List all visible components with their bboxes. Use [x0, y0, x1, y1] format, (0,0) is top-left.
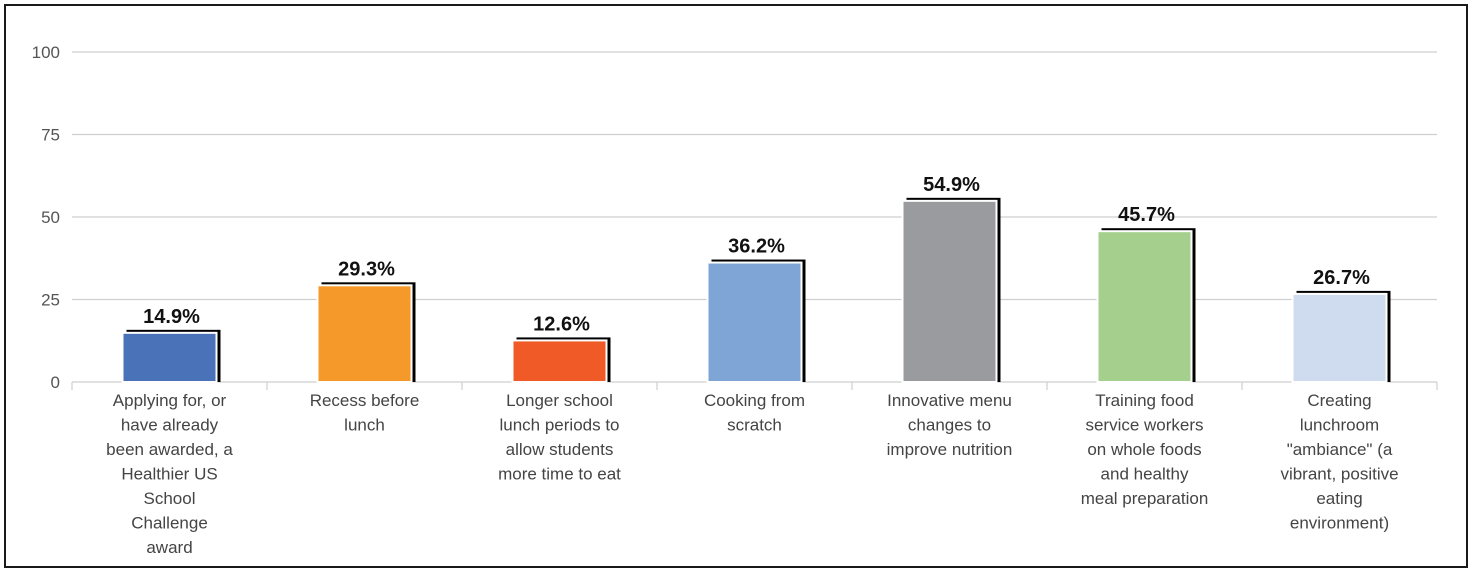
category-label: Innovative menu changes to improve nutriti… [887, 391, 1013, 459]
data-label: 45.7% [1118, 204, 1175, 226]
y-tick-label: 0 [51, 373, 60, 392]
y-tick-label: 25 [41, 291, 60, 310]
category-label: Applying for, or have already been awarded… [106, 391, 233, 557]
category-label-line: more time to eat [498, 465, 621, 484]
category-label-line: service workers [1085, 416, 1203, 435]
bar-5 [1096, 230, 1193, 383]
category-label-line: Cooking from [704, 391, 805, 410]
category-label-line: Applying for, or [113, 391, 227, 410]
category-label: Cooking from scratch [704, 391, 805, 435]
category-label-line: lunch periods to [499, 416, 619, 435]
data-labels: 14.9% 29.3% 12.6% 36.2% 54.9% 45.7% 26.7% [143, 174, 1370, 336]
category-label-line: vibrant, positive [1280, 465, 1398, 484]
category-label-line: lunchroom [1300, 416, 1379, 435]
category-label-line: Creating [1307, 391, 1371, 410]
category-label-line: Innovative menu [887, 391, 1012, 410]
data-label: 12.6% [533, 313, 590, 335]
category-label-line: School [144, 489, 196, 508]
data-label: 54.9% [923, 174, 980, 196]
category-label-line: award [146, 538, 192, 557]
data-label: 14.9% [143, 306, 200, 328]
category-label-line: environment) [1290, 514, 1389, 533]
category-label-line: meal preparation [1081, 489, 1209, 508]
category-label-line: Healthier US [121, 465, 217, 484]
category-label-line: Recess before [310, 391, 420, 410]
bar-4 [901, 199, 998, 383]
category-label-line: allow students [506, 440, 614, 459]
bar-0 [121, 331, 218, 383]
data-label: 29.3% [338, 258, 395, 280]
category-label: Longer school lunch periods to allow stude… [498, 391, 621, 484]
category-label-line: lunch [344, 416, 385, 435]
data-label: 26.7% [1313, 267, 1370, 289]
y-tick-label: 100 [32, 43, 60, 62]
data-label: 36.2% [728, 236, 785, 258]
y-axis-ticks: 0 25 50 75 100 [32, 43, 60, 392]
category-label-line: and healthy [1101, 465, 1189, 484]
category-label: Creating lunchroom "ambiance" (a vibrant, p… [1280, 391, 1398, 533]
x-axis-ticks [71, 382, 1438, 390]
category-label-line: scratch [727, 416, 782, 435]
y-tick-label: 50 [41, 208, 60, 227]
category-label: Training food service workers on whole foo… [1081, 391, 1209, 508]
category-label-line: Longer school [506, 391, 613, 410]
bars [121, 197, 1391, 384]
category-label-line: Training food [1095, 391, 1194, 410]
category-label-line: changes to [908, 416, 991, 435]
category-label-line: "ambiance" (a [1287, 440, 1393, 459]
category-label-line: improve nutrition [887, 440, 1013, 459]
bar-1 [316, 284, 413, 383]
category-label-line: have already [121, 416, 219, 435]
category-label-line: eating [1316, 489, 1362, 508]
bar-6 [1291, 292, 1388, 384]
category-label-line: on whole foods [1087, 440, 1201, 459]
category-label-line: Challenge [131, 514, 208, 533]
category-label-line: been awarded, a [106, 440, 233, 459]
category-label: Recess before lunch [310, 391, 420, 435]
bar-2 [511, 339, 608, 384]
bar-3 [706, 261, 803, 384]
y-tick-label: 75 [41, 126, 60, 145]
category-labels: Applying for, or have already been awarded… [106, 391, 1398, 557]
